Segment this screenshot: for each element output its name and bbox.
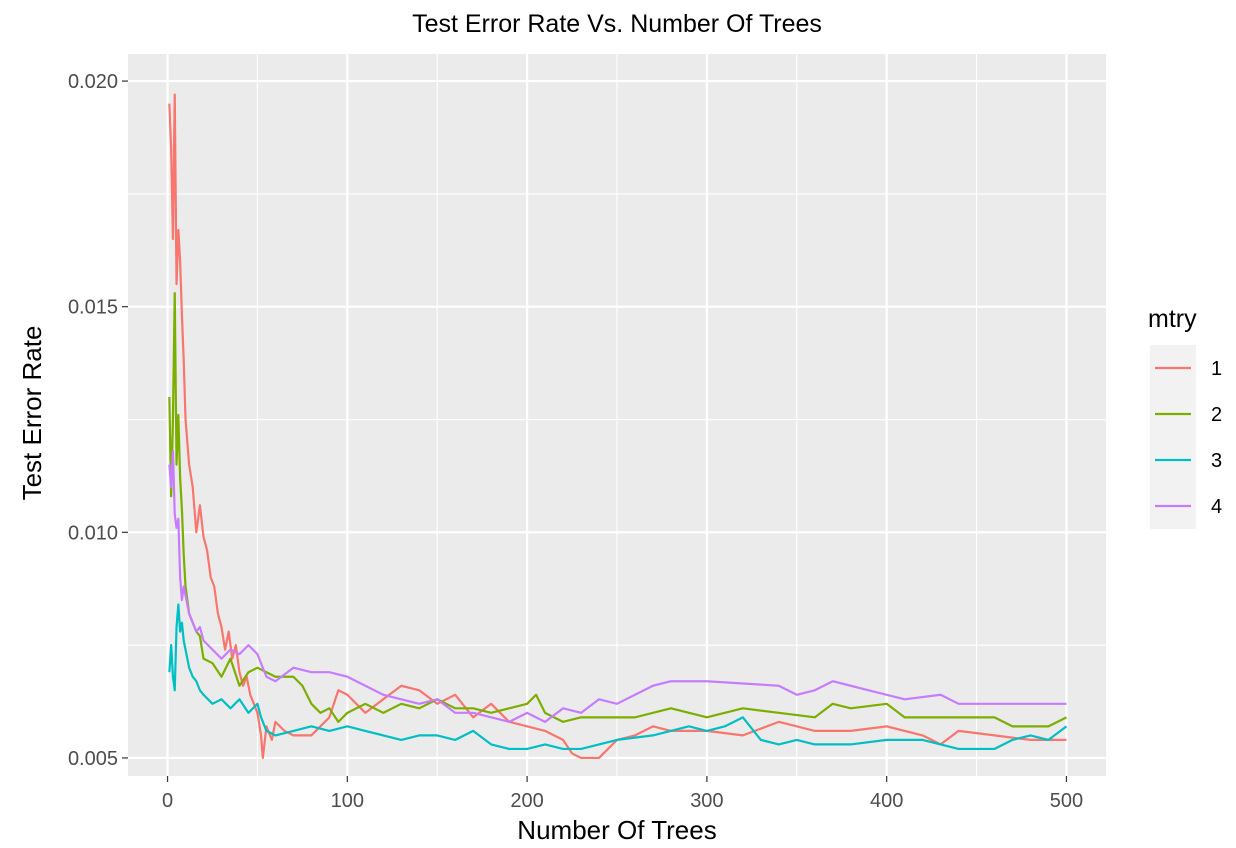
legend-label: 3 — [1211, 450, 1222, 472]
series-line-mtry-3 — [168, 603, 1068, 751]
x-axis-title: Number Of Trees — [517, 815, 716, 845]
x-tick-label: 0 — [162, 790, 173, 812]
x-tick-label: 300 — [690, 790, 723, 812]
legend: mtry 1 2 3 4 — [1148, 305, 1222, 529]
y-tick-label: 0.010 — [68, 522, 118, 544]
y-axis-title: Test Error Rate — [17, 326, 47, 501]
y-tick-label: 0.020 — [68, 71, 118, 93]
legend-label: 2 — [1211, 404, 1222, 426]
y-tick-label: 0.005 — [68, 748, 118, 770]
legend-label: 4 — [1211, 496, 1222, 518]
y-axis: 0.005 0.010 0.015 0.020 — [68, 71, 128, 770]
x-tick-label: 200 — [510, 790, 543, 812]
chart-title: Test Error Rate Vs. Number Of Trees — [412, 10, 822, 38]
plot-panel — [128, 54, 1106, 776]
x-tick-label: 500 — [1050, 790, 1083, 812]
series-line-mtry-4 — [168, 450, 1067, 723]
x-tick-label: 100 — [331, 790, 364, 812]
legend-title: mtry — [1148, 305, 1197, 333]
x-axis: 0 100 200 300 400 500 — [162, 776, 1083, 812]
series-layer — [168, 93, 1068, 760]
y-tick-label: 0.015 — [68, 297, 118, 319]
x-tick-label: 400 — [870, 790, 903, 812]
legend-label: 1 — [1211, 358, 1222, 380]
